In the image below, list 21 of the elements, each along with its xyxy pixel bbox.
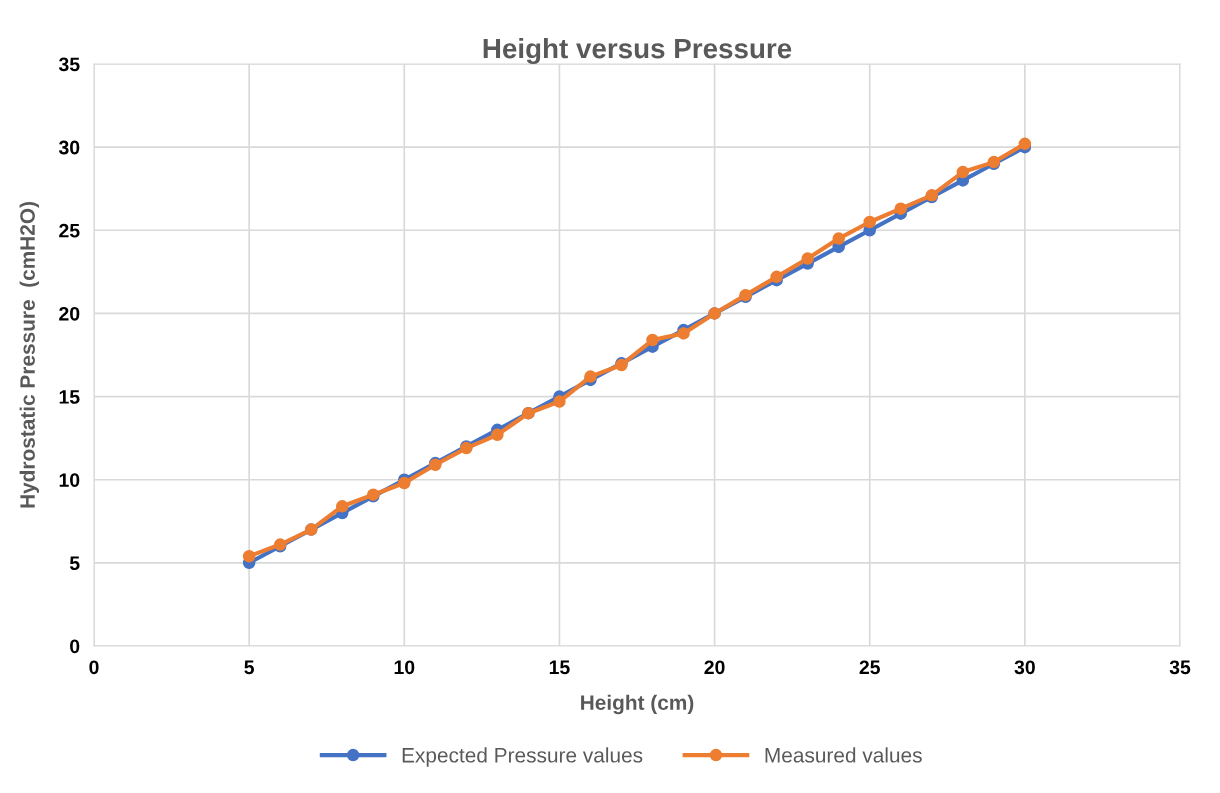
y-tick-label: 5 [69,556,80,571]
y-tick-label: 0 [70,639,80,654]
y-tick-label: 20 [59,306,80,321]
chart-title: Height versus Pressure [483,37,792,64]
x-tick-label: 0 [89,660,99,675]
legend-label: Expected Pressure values [402,747,643,767]
y-axis-title: Hydrostatic Pressure (cmH2O) [19,202,40,508]
x-axis-title: Height (cm) [581,694,694,715]
y-tick-label: 15 [59,390,80,404]
y-tick-label: 25 [59,223,80,238]
y-tick-label: 10 [59,473,80,487]
x-tick-label: 20 [704,660,725,675]
x-tick-label: 30 [1014,660,1035,675]
x-tick-label: 5 [244,660,255,675]
x-tick-label: 10 [394,660,415,675]
legend-label: Measured values [765,747,922,763]
y-tick-label: 35 [58,57,80,72]
y-tick-label: 30 [58,140,80,155]
x-tick-label: 25 [859,660,880,675]
x-tick-label: 35 [1169,660,1191,675]
x-tick-label: 15 [549,660,570,675]
